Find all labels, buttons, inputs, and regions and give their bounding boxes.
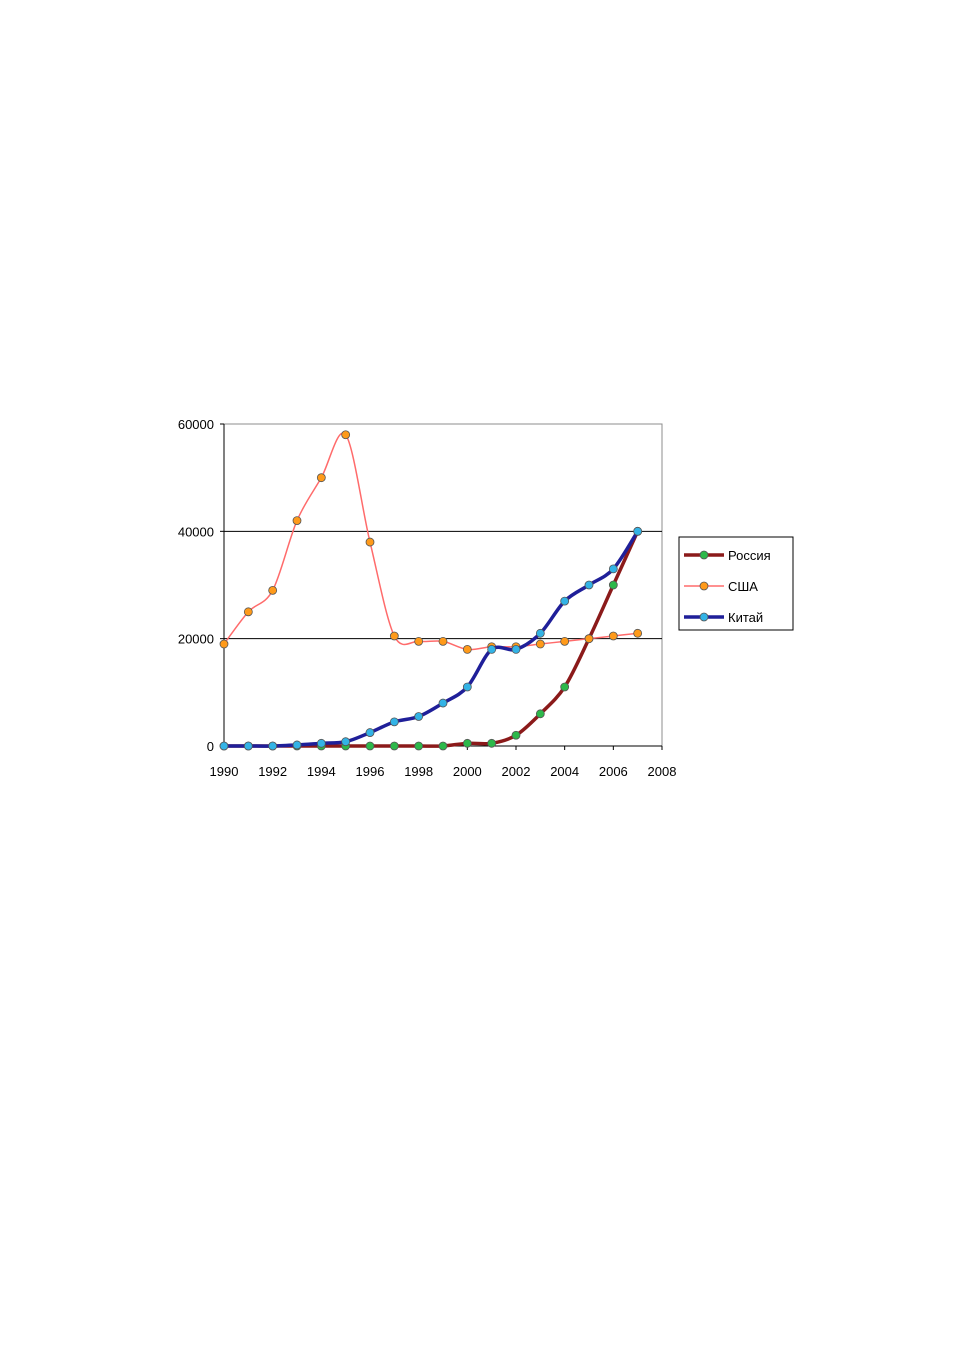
data-point [438,698,448,708]
data-point [608,631,618,641]
y-tick-label: 40000 [178,524,214,539]
data-point [414,636,424,646]
data-point [341,737,351,747]
data-point [560,682,570,692]
legend-box [678,536,794,631]
legend-label: США [728,579,758,594]
data-point [511,730,521,740]
data-point [292,740,302,750]
x-tick-label: 1998 [404,764,433,779]
data-point [511,645,521,654]
data-point [414,712,424,721]
series-3 [219,526,643,751]
data-point [243,741,253,751]
data-point [438,741,448,751]
series-layer [219,430,643,751]
legend-item: Китай [684,610,763,625]
data-point [633,628,643,638]
legend-item: США [684,579,758,594]
x-tick-label: 1994 [307,764,336,779]
data-point [292,516,302,525]
data-point [462,682,472,692]
y-tick-label: 0 [207,739,214,754]
data-point [316,738,326,748]
data-point [365,537,375,547]
data-point [487,645,497,654]
legend-label: Россия [728,548,771,563]
data-point [365,741,375,751]
data-point [316,473,326,483]
plot-area [223,423,663,747]
data-point [268,741,278,751]
legend-swatch-marker [699,612,709,622]
data-point [365,728,375,737]
data-point [341,430,351,440]
data-point [268,585,278,595]
legend: Россия США Китай [678,536,794,631]
data-point [487,738,497,748]
data-point [462,645,472,654]
legend-item: Россия [684,548,771,563]
y-tick-label: 60000 [178,417,214,432]
x-tick-label: 1990 [210,764,239,779]
x-tick-label: 2004 [550,764,579,779]
x-tick-label: 1996 [356,764,385,779]
y-tick-label: 20000 [178,632,214,647]
data-point [584,634,594,644]
data-point [389,741,399,751]
x-tick-label: 1992 [258,764,287,779]
series-2 [219,430,643,654]
data-point [608,580,618,590]
x-tick-label: 2000 [453,764,482,779]
data-point [389,631,399,641]
data-point [535,639,545,649]
x-tick-label: 2008 [648,764,677,779]
legend-swatch-marker [699,550,709,560]
data-point [633,526,643,536]
data-point [414,741,424,751]
data-point [243,607,253,617]
data-point [608,564,618,574]
x-tick-label: 2002 [502,764,531,779]
legend-label: Китай [728,610,763,625]
data-point [389,717,399,727]
data-point [560,596,570,606]
x-tick-label: 2006 [599,764,628,779]
data-point [462,738,472,748]
data-point [584,580,594,590]
data-point [438,636,448,646]
data-point [535,709,545,719]
data-point [560,636,570,646]
data-point [535,628,545,638]
data-point [219,741,229,751]
data-point [219,639,229,649]
legend-swatch-marker [699,581,709,591]
